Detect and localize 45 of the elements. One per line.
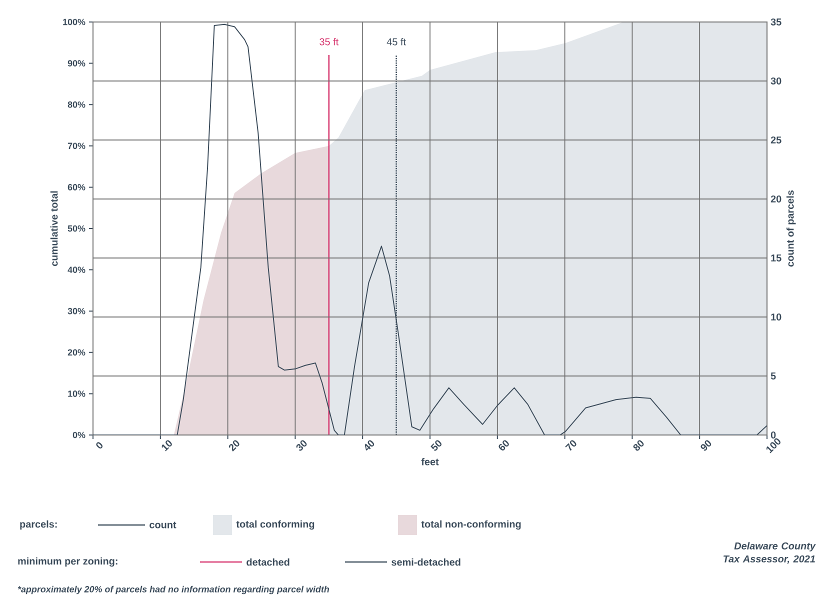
legend-label: count bbox=[150, 522, 176, 528]
x-tick-label: 40 bbox=[364, 440, 374, 451]
text: detached bbox=[246, 558, 290, 566]
legend-title: parcels: bbox=[20, 520, 57, 530]
y-tick-label: 80% bbox=[68, 101, 86, 108]
y-tick-label: 20% bbox=[68, 349, 86, 356]
x-tick-label: 30 bbox=[296, 440, 307, 451]
y-tick-label: 100% bbox=[63, 18, 86, 26]
y2-tick-label: 20 bbox=[770, 195, 782, 203]
x-tick-label: 50 bbox=[430, 440, 442, 451]
legend-label: total non-conforming bbox=[421, 520, 521, 530]
legend-label: total conforming bbox=[236, 520, 314, 530]
y2-tick-label: 30 bbox=[770, 77, 782, 85]
x-axis-title: feet bbox=[421, 458, 439, 466]
y2-tick-label: 10 bbox=[771, 313, 782, 321]
x-tick-label: 60 bbox=[498, 440, 509, 450]
y-tick-label: 70% bbox=[68, 142, 86, 150]
y-tick-label: 90% bbox=[68, 60, 86, 66]
y-tick-label: 10% bbox=[68, 390, 86, 397]
ref-line-label: 35 ft bbox=[320, 38, 339, 46]
y2-tick-label: 5 bbox=[770, 372, 776, 380]
text: minimum per zoning: bbox=[18, 557, 118, 567]
text: Delaware County Tax Assessor, 2021 bbox=[724, 542, 816, 564]
text: *approximately 20% of parcels had no information regarding parcel width bbox=[18, 586, 330, 594]
x-tick-label: 0 bbox=[96, 442, 103, 449]
y-tick-label: 60% bbox=[68, 184, 86, 190]
x-tick-label: 10 bbox=[162, 440, 172, 452]
text: semi-detached bbox=[392, 558, 460, 566]
y-tick-label: 0% bbox=[72, 432, 86, 438]
y-axis-title: cumulative total bbox=[50, 191, 58, 266]
y-tick-label: 50% bbox=[68, 225, 86, 232]
y-tick-label: 40% bbox=[68, 266, 86, 273]
x-tick-label: 90 bbox=[700, 440, 712, 451]
y2-tick-label: 15 bbox=[771, 254, 782, 262]
line-series bbox=[93, 24, 768, 435]
x-tick-label: 100 bbox=[766, 438, 780, 454]
x-tick-label: 70 bbox=[565, 440, 576, 451]
y2-tick-label: 25 bbox=[770, 136, 782, 144]
ref-line-label: 45 ft bbox=[386, 38, 406, 46]
y-tick-label: 30% bbox=[68, 308, 86, 314]
x-tick-label: 20 bbox=[228, 440, 240, 452]
x-tick-label: 80 bbox=[633, 440, 644, 451]
y2-tick-label: 35 bbox=[770, 18, 782, 26]
y2-tick-label: 0 bbox=[770, 431, 776, 439]
y2-axis-title: count of parcels bbox=[786, 190, 796, 267]
